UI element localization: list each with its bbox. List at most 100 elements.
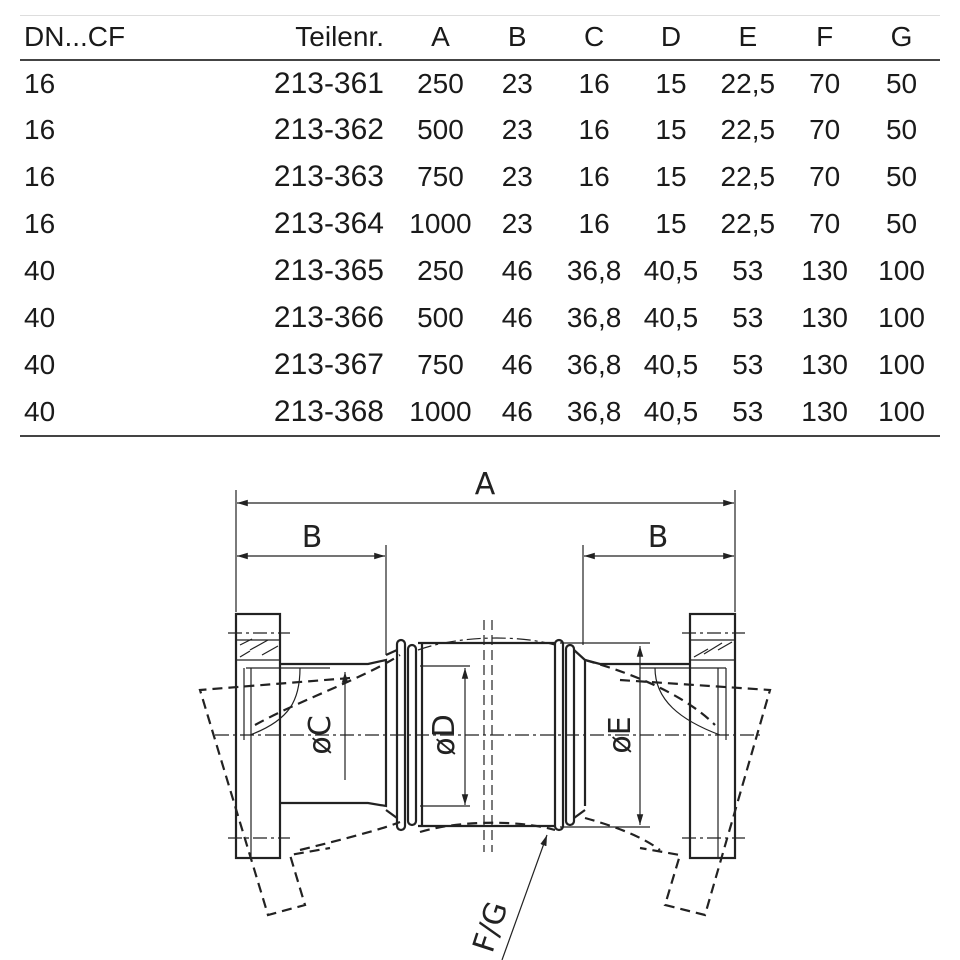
table-cell: 23 — [501, 208, 533, 239]
svg-text:B: B — [648, 520, 669, 555]
dimension-e: øE — [560, 642, 650, 828]
table-cell: 213-361 — [273, 66, 384, 100]
table-cell: 23 — [501, 161, 533, 192]
table-cell: 36,8 — [566, 255, 622, 286]
table-cell: 100 — [878, 302, 925, 333]
table-cell: 16 — [578, 67, 610, 99]
svg-text:øD: øD — [427, 714, 462, 755]
dimensions-table: DN...CF Teilenr. A B C D E F G 16 213-361 250 23 16 1… — [20, 15, 940, 437]
left-flange — [228, 612, 290, 860]
column-header: B — [507, 21, 527, 53]
table-cell: 15 — [655, 67, 687, 99]
column-header: E — [738, 21, 758, 53]
column-header: DN...CF — [24, 21, 126, 53]
table-row: 40 213-367 750 46 36,8 40,5 53 130 100 — [20, 342, 940, 389]
table-cell: 22,5 — [720, 161, 776, 192]
table-cell: 40,5 — [643, 349, 699, 380]
right-tube — [583, 658, 726, 806]
table-row: 16 213-364 1000 23 16 15 22,5 70 50 — [20, 201, 940, 248]
table-cell: 16 — [578, 208, 610, 239]
column-header: Teilenr. — [295, 21, 384, 53]
table-cell: 750 — [417, 161, 464, 192]
table-cell: 130 — [801, 255, 848, 286]
dimension-b-right: B — [584, 520, 734, 560]
table-cell: 53 — [732, 255, 764, 286]
table-cell: 70 — [809, 161, 841, 192]
table-cell: 46 — [501, 255, 533, 286]
table-cell: 36,8 — [566, 395, 622, 427]
table-cell: 50 — [885, 161, 918, 192]
table-cell: 40,5 — [643, 255, 699, 286]
table-cell: 36,8 — [566, 302, 622, 333]
table-cell: 46 — [501, 395, 533, 427]
table-row: 40 213-365 250 46 36,8 40,5 53 130 100 — [20, 248, 940, 295]
table-cell: 22,5 — [720, 208, 776, 239]
table-cell: 40 — [24, 395, 56, 427]
table-cell: 100 — [878, 255, 925, 286]
table-cell: 15 — [655, 114, 687, 145]
table-cell: 213-367 — [273, 348, 384, 381]
table-cell: 40 — [24, 255, 56, 286]
table-cell: 22,5 — [720, 114, 776, 145]
table-header-row: DN...CF Teilenr. A B C D E F G — [20, 15, 940, 60]
table-cell: 100 — [878, 395, 925, 427]
table-cell: 53 — [732, 395, 764, 427]
table-cell: 40,5 — [643, 302, 699, 333]
dimension-c: øC — [303, 672, 349, 780]
table-cell: 36,8 — [566, 349, 622, 380]
table-cell: 53 — [732, 349, 764, 380]
dimension-a: A — [237, 467, 734, 507]
column-header: D — [660, 21, 682, 53]
dimension-d: øD — [420, 665, 470, 807]
column-header: F — [816, 21, 834, 53]
svg-text:B: B — [302, 520, 323, 555]
table-cell: 130 — [801, 395, 848, 427]
svg-text:øC: øC — [303, 715, 338, 754]
svg-text:F/G: F/G — [466, 898, 515, 957]
column-header: G — [890, 21, 913, 53]
table-cell: 750 — [417, 349, 464, 380]
table-cell: 40 — [24, 349, 56, 380]
table-cell: 15 — [655, 208, 687, 239]
table-cell: 213-363 — [273, 160, 384, 193]
column-header: C — [583, 21, 605, 53]
table-cell: 500 — [417, 302, 464, 333]
table-cell: 1000 — [409, 208, 472, 239]
table-cell: 250 — [417, 67, 464, 99]
table-cell: 16 — [24, 114, 56, 145]
table-cell: 130 — [801, 349, 848, 380]
deflected-position-outline — [198, 637, 772, 917]
table-cell: 16 — [24, 67, 56, 99]
extension-lines — [235, 490, 736, 655]
table-row: 16 213-363 750 23 16 15 22,5 70 50 — [20, 154, 940, 201]
right-flange — [682, 612, 745, 860]
svg-text:øE: øE — [603, 716, 638, 753]
table-cell: 50 — [885, 114, 918, 145]
table-cell: 16 — [578, 161, 610, 192]
svg-text:A: A — [475, 467, 496, 502]
table-cell: 22,5 — [720, 67, 776, 99]
table-cell: 100 — [878, 349, 925, 380]
table-cell: 213-362 — [273, 113, 384, 146]
dimension-fg-leader: F/G — [466, 834, 548, 960]
table-cell: 213-364 — [273, 207, 384, 240]
table-cell: 70 — [809, 208, 841, 239]
table-cell: 46 — [501, 302, 533, 333]
table-cell: 70 — [809, 114, 841, 145]
table-cell: 16 — [24, 208, 56, 239]
table-cell: 23 — [501, 67, 533, 99]
table-cell: 70 — [809, 67, 841, 99]
table-cell: 23 — [501, 114, 533, 145]
table-cell: 213-365 — [273, 254, 384, 287]
table-cell: 46 — [501, 349, 533, 380]
column-header: A — [431, 21, 450, 53]
table-row: 16 213-362 500 23 16 15 22,5 70 50 — [20, 107, 940, 154]
table-cell: 500 — [417, 114, 464, 145]
table-cell: 50 — [885, 67, 918, 99]
table-cell: 16 — [578, 114, 610, 145]
table-row: 40 213-366 500 46 36,8 40,5 53 130 100 — [20, 295, 940, 342]
table-cell: 40,5 — [643, 395, 699, 427]
dimension-b-left: B — [237, 520, 385, 560]
table-cell: 40 — [24, 302, 56, 333]
